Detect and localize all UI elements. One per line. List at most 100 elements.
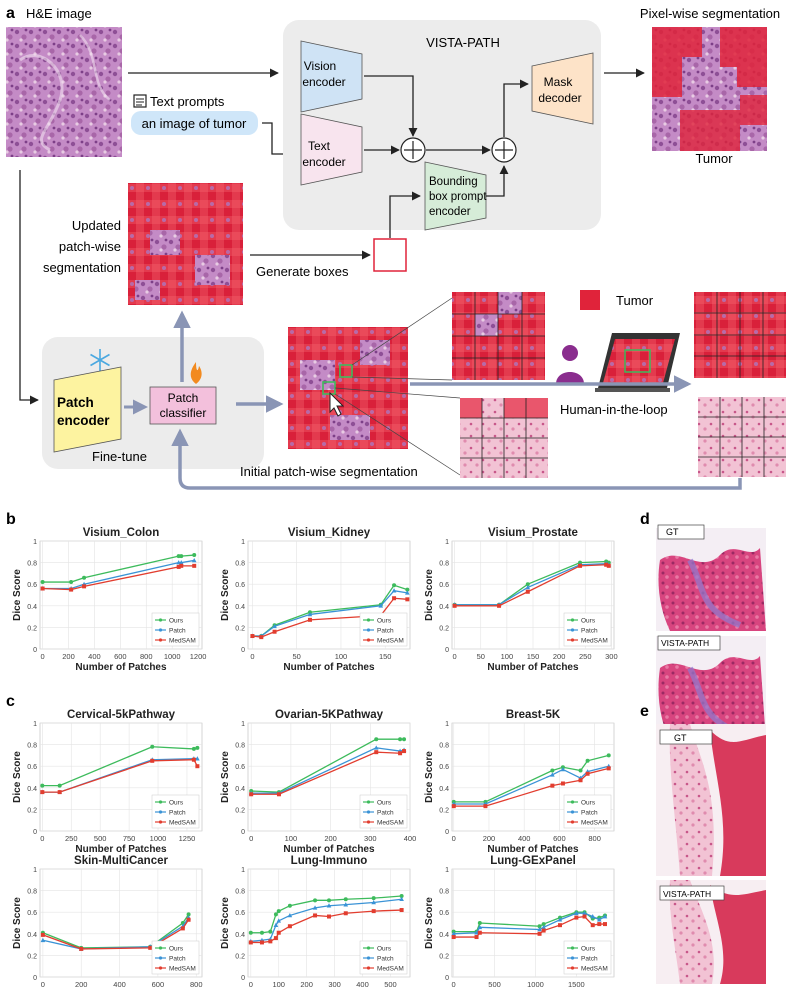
y-tick-label: 0.8 (439, 889, 449, 896)
legend-marker (366, 810, 371, 814)
x-tick-label: 200 (75, 980, 88, 988)
he-image (6, 27, 122, 157)
data-point (405, 587, 410, 592)
he-image-title: H&E image (26, 6, 92, 21)
chart-title: Cervical-5kPathway (67, 709, 176, 721)
y-tick-label: 0.6 (235, 910, 245, 917)
data-point (541, 924, 546, 930)
legend-entry: MedSAM (377, 820, 404, 827)
prompt-pill (131, 111, 258, 135)
vistapath-box (283, 20, 601, 230)
legend-entry: Patch (169, 956, 186, 963)
y-tick-label: 0.8 (235, 561, 245, 568)
y-tick-label: 0.8 (235, 743, 245, 750)
legend-marker (570, 800, 575, 804)
legend-entry: MedSAM (581, 966, 608, 973)
x-tick-label: 250 (579, 652, 592, 661)
y-tick-label: 0.4 (439, 786, 449, 793)
pixel-seg-title: Pixel-wise segmentation (640, 6, 780, 21)
data-point (273, 936, 278, 941)
data-point (276, 918, 282, 923)
initial-seg-label: Initial patch-wise segmentation (240, 464, 418, 479)
corrected-tile-normal (698, 397, 786, 477)
data-point (477, 921, 482, 925)
arrow-he-to-patch-encoder (19, 170, 39, 405)
legend-entry: Ours (377, 618, 392, 625)
panel-d-label: d (640, 511, 650, 528)
y-tick-label: 0.2 (235, 953, 245, 960)
x-tick-label: 0 (452, 834, 456, 843)
data-point (191, 746, 196, 751)
data-point (150, 758, 155, 763)
data-point (287, 912, 293, 918)
panel-c-label: c (6, 693, 15, 710)
legend-entry: Ours (169, 618, 184, 625)
x-tick-label: 400 (113, 980, 126, 988)
mask-decoder (531, 52, 594, 125)
y-tick-label: 0.8 (27, 889, 37, 896)
data-point (371, 899, 376, 905)
panel-e-pred-text: VISTA-PATH (663, 889, 711, 899)
y-tick-label: 0 (241, 975, 245, 982)
data-point (525, 582, 530, 587)
data-point (276, 930, 281, 935)
data-point (391, 588, 397, 593)
y-axis-label: Dice Score (424, 751, 435, 803)
x-tick-label: 800 (190, 980, 203, 988)
vision-encoder-line2: encoder (302, 75, 345, 89)
x-tick-label: 250 (65, 834, 78, 843)
y-tick-label: 0.6 (439, 910, 449, 917)
data-point (578, 563, 583, 568)
data-point (276, 792, 281, 797)
data-point (248, 930, 253, 935)
x-tick-label: 200 (553, 652, 566, 661)
patch-classifier (149, 386, 217, 425)
series-line-medsam (42, 565, 195, 591)
arrow-plus-to-mask (503, 79, 529, 137)
y-tick-label: 1 (241, 539, 245, 546)
data-point (585, 758, 590, 763)
snowflake-icon (90, 349, 110, 371)
data-point (560, 766, 566, 772)
x-tick-label: 150 (527, 652, 540, 661)
data-point (378, 603, 384, 608)
data-point (477, 930, 482, 935)
patch-classifier-line2: classifier (160, 406, 207, 420)
data-point (150, 744, 155, 749)
y-tick-label: 0.2 (439, 807, 449, 814)
legend-entry: MedSAM (377, 966, 404, 973)
y-tick-label: 0.6 (235, 764, 245, 771)
legend-marker (570, 956, 575, 960)
data-point (82, 584, 87, 589)
patch-encoder (53, 366, 122, 453)
data-point (327, 898, 331, 903)
chart-5: Ovarian-5KPathway 0 0.2 0.4 0.6 0.8 1 0 100 200 30… (220, 709, 416, 855)
data-point (373, 745, 379, 750)
y-tick-label: 0.6 (235, 582, 245, 589)
updated-seg-line1: Updated (72, 218, 121, 233)
y-tick-label: 0.6 (439, 582, 449, 589)
legend-marker (366, 618, 371, 622)
x-tick-label: 500 (94, 834, 107, 843)
legend-entry: MedSAM (581, 638, 608, 645)
x-tick-label: 200 (324, 834, 337, 843)
data-point (590, 923, 595, 928)
legend-marker (158, 628, 163, 632)
x-axis-label: Number of Patches (487, 844, 579, 855)
tablet-icon (595, 333, 680, 392)
x-tick-label: 1200 (190, 652, 207, 661)
legend-entry: Patch (377, 810, 394, 817)
legend-tumor-label: Tumor (616, 293, 654, 308)
legend-entry: Ours (377, 800, 392, 807)
zoom-tile-tumor (452, 292, 545, 380)
data-point (79, 946, 84, 951)
updated-seg-line2: patch-wise (59, 239, 121, 254)
data-point (276, 909, 281, 914)
data-point (537, 931, 542, 936)
data-point (312, 905, 318, 910)
x-axis-label: Number of Patches (75, 662, 167, 673)
legend-entry: Ours (377, 946, 392, 953)
data-point (399, 896, 404, 902)
data-point (483, 804, 488, 809)
y-tick-label: 0 (241, 829, 245, 836)
